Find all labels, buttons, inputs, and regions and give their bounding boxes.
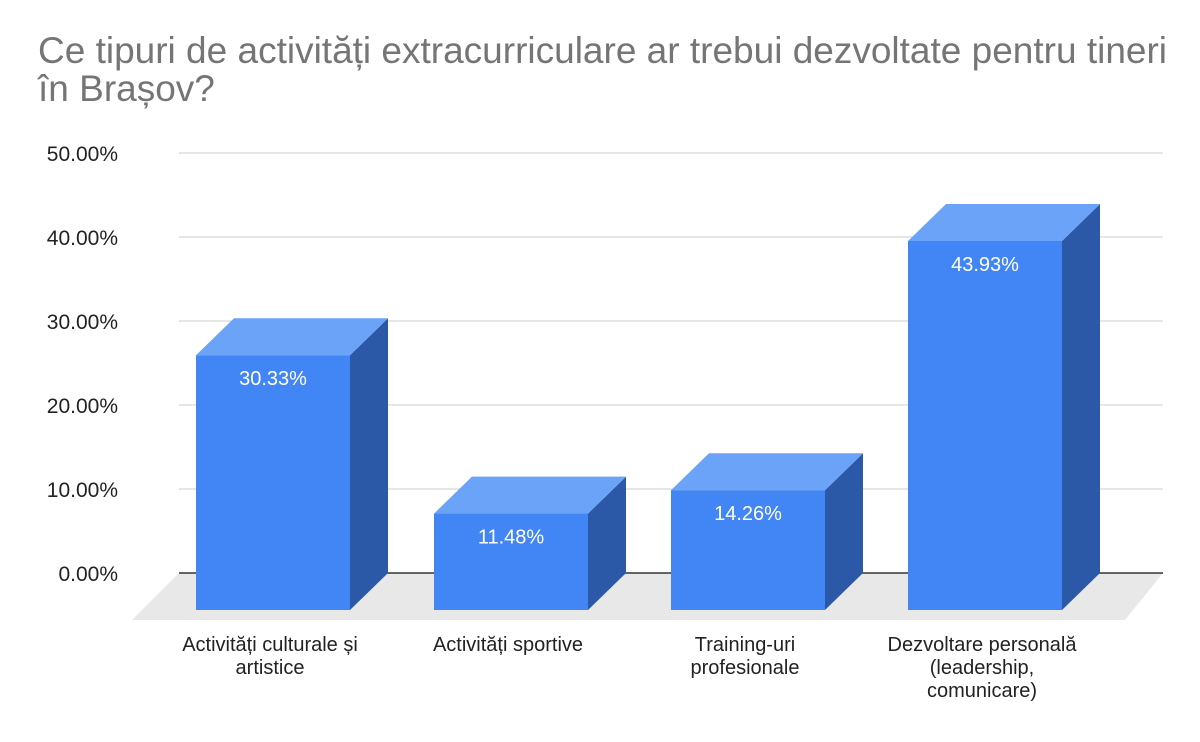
bar — [908, 203, 1100, 610]
bar-top-face — [671, 453, 863, 491]
bar — [196, 318, 388, 610]
y-tick-label: 50.00% — [47, 143, 118, 166]
x-tick-label-line: Activități culturale și — [182, 634, 358, 656]
bar-side-face — [350, 318, 388, 610]
x-tick-label: Activități culturale și artistice — [182, 634, 358, 679]
bar-front-face — [908, 240, 1062, 610]
x-tick-label: Dezvoltare personală (leadership, comunica… — [888, 634, 1078, 702]
data-label: 30.33% — [239, 368, 307, 390]
bar-front-face — [196, 355, 350, 610]
y-tick-label: 40.00% — [47, 227, 118, 250]
y-tick-label: 30.00% — [47, 311, 118, 334]
x-tick-label-line: Dezvoltare personală — [888, 634, 1078, 656]
data-label: 11.48% — [478, 527, 545, 549]
bar-side-face — [825, 453, 863, 610]
x-tick-label-line: Activități sportive — [433, 634, 583, 656]
x-tick-label-line: (leadership, — [930, 657, 1035, 679]
bar-side-face — [588, 476, 626, 610]
y-tick-label: 20.00% — [47, 395, 118, 418]
data-label: 43.93% — [951, 254, 1019, 276]
bar — [434, 476, 626, 610]
bar — [671, 453, 863, 610]
x-tick-label: Training-uri profesionale — [691, 634, 800, 679]
x-tick-label-line: profesionale — [691, 657, 800, 679]
bar-front-face — [671, 490, 825, 610]
floor-plane — [132, 573, 1163, 620]
x-tick-label-line: Training-uri — [695, 634, 795, 656]
x-tick-label-line: comunicare) — [927, 680, 1037, 702]
bar-side-face — [1062, 203, 1100, 610]
chart-title: Ce tipuri de activități extracurriculare… — [38, 30, 1168, 109]
bar-front-face — [434, 513, 588, 610]
bar-top-face — [196, 318, 388, 356]
x-tick-label: Activități sportive — [433, 634, 583, 656]
data-label: 14.26% — [714, 503, 782, 525]
x-tick-label-line: artistice — [236, 657, 305, 679]
bar-top-face — [908, 203, 1100, 241]
y-tick-label: 0.00% — [58, 563, 118, 586]
bar-top-face — [434, 476, 626, 514]
y-tick-label: 10.00% — [47, 479, 118, 502]
